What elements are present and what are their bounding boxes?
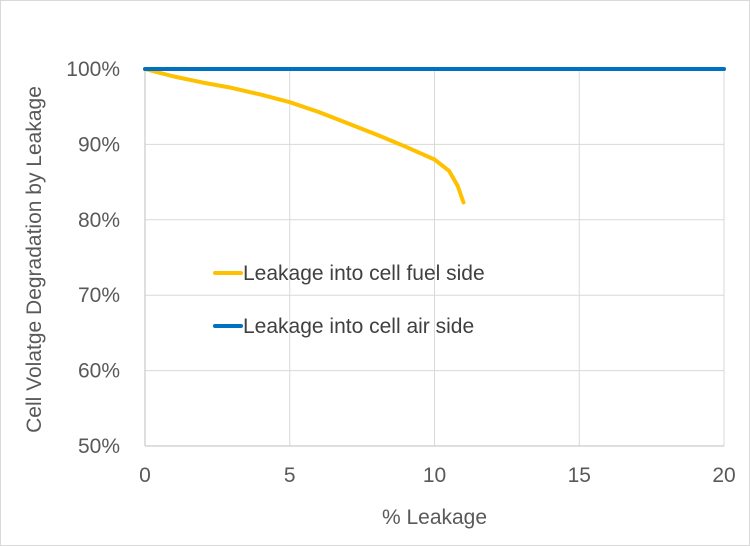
series-line-fuel-side (143, 67, 466, 205)
tick-labels: 0 5 10 15 20 50% 60% 70% 80% 90% 100% (66, 58, 735, 487)
x-tick-label: 10 (423, 464, 446, 487)
x-tick-label: 0 (139, 464, 151, 487)
y-tick-label: 50% (78, 435, 120, 458)
y-tick-label: 60% (78, 360, 120, 383)
y-tick-label: 90% (78, 133, 120, 156)
axes (144, 69, 724, 447)
legend: Leakage into cell fuel side Leakage into … (213, 262, 485, 338)
legend-label-air-side: Leakage into cell air side (243, 315, 474, 338)
series-lines (143, 67, 726, 205)
x-tick-label: 20 (712, 464, 735, 487)
y-tick-label: 70% (78, 284, 120, 307)
x-tick-label: 5 (284, 464, 296, 487)
y-tick-label: 80% (78, 209, 120, 232)
x-tick-label: 15 (568, 464, 591, 487)
y-tick-label: 100% (66, 58, 120, 81)
x-axis-title: % Leakage (382, 506, 487, 529)
y-axis-title: Cell Volatge Degradation by Leakage (23, 86, 46, 433)
legend-label-fuel-side: Leakage into cell fuel side (243, 262, 485, 285)
